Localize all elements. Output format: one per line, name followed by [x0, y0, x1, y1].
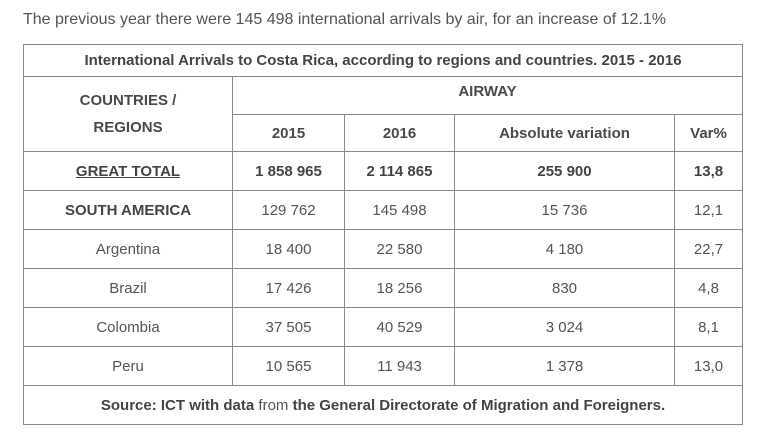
row-label-colombia: Colombia — [23, 307, 233, 347]
header-countries-line2: REGIONS — [93, 119, 163, 136]
row-label-brazil: Brazil — [23, 268, 233, 308]
cell-var-percent: 22,7 — [673, 229, 744, 269]
cell-2015: 1 858 965 — [232, 151, 345, 191]
source-connector: from — [254, 396, 293, 414]
row-label-great-total: GREAT TOTAL — [23, 151, 233, 191]
cell-2016: 2 114 865 — [344, 151, 455, 191]
cell-2016: 40 529 — [344, 307, 455, 347]
row-label-south-america: SOUTH AMERICA — [23, 190, 233, 230]
arrivals-table: International Arrivals to Costa Rica, ac… — [22, 44, 744, 425]
table-source-note: Source: ICT with data from the General D… — [22, 385, 744, 425]
cell-var-percent: 4,8 — [673, 268, 744, 308]
header-var-percent: Var% — [673, 114, 744, 152]
source-label: Source: ICT with data — [100, 396, 255, 414]
cell-absolute-variation: 3 024 — [454, 307, 675, 347]
row-label-argentina: Argentina — [23, 229, 233, 269]
header-countries-regions: COUNTRIES / REGIONS — [23, 76, 233, 152]
cell-absolute-variation: 1 378 — [454, 346, 675, 386]
table-row: Argentina 18 400 22 580 4 180 22,7 — [23, 229, 744, 269]
header-absolute-variation: Absolute variation — [454, 114, 675, 152]
cell-absolute-variation: 4 180 — [454, 229, 675, 269]
cell-2015: 10 565 — [232, 346, 345, 386]
cell-2015: 129 762 — [232, 190, 345, 230]
cell-var-percent: 12,1 — [673, 190, 744, 230]
cell-absolute-variation: 830 — [454, 268, 675, 308]
cell-2016: 18 256 — [344, 268, 455, 308]
cell-2015: 17 426 — [232, 268, 345, 308]
table-row: Peru 10 565 11 943 1 378 13,0 — [23, 346, 744, 386]
table-row: SOUTH AMERICA 129 762 145 498 15 736 12,… — [23, 190, 744, 230]
table-row: Colombia 37 505 40 529 3 024 8,1 — [23, 307, 744, 347]
header-airway: AIRWAY — [231, 76, 744, 115]
cell-2016: 11 943 — [344, 346, 455, 386]
cell-2016: 145 498 — [344, 190, 455, 230]
cell-var-percent: 13,8 — [673, 151, 744, 191]
table-row: Brazil 17 426 18 256 830 4,8 — [23, 268, 744, 308]
header-countries-line1: COUNTRIES / — [79, 92, 177, 109]
cell-absolute-variation: 255 900 — [454, 151, 675, 191]
cell-var-percent: 13,0 — [673, 346, 744, 386]
intro-paragraph: The previous year there were 145 498 int… — [23, 11, 667, 28]
cell-var-percent: 8,1 — [673, 307, 744, 347]
table-row: GREAT TOTAL 1 858 965 2 114 865 255 900 … — [23, 151, 744, 191]
cell-absolute-variation: 15 736 — [454, 190, 675, 230]
row-label-peru: Peru — [23, 346, 233, 386]
cell-2016: 22 580 — [344, 229, 455, 269]
source-institution: the General Directorate of Migration and… — [292, 396, 666, 414]
header-2016: 2016 — [344, 114, 455, 152]
cell-2015: 18 400 — [232, 229, 345, 269]
table-title: International Arrivals to Costa Rica, ac… — [22, 44, 744, 77]
header-2015: 2015 — [232, 114, 345, 152]
cell-2015: 37 505 — [232, 307, 345, 347]
